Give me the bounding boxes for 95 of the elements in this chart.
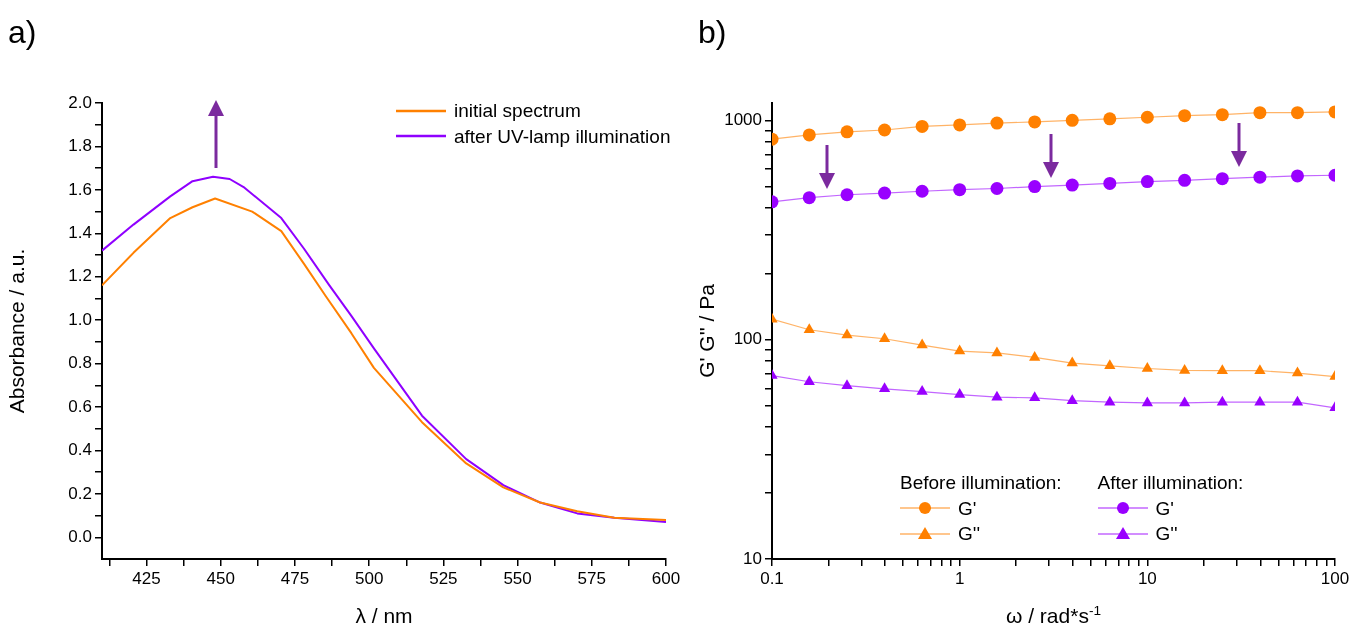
x-tick-label: 0.1 [760,568,784,588]
point [954,388,966,398]
point [1029,391,1041,402]
point [1178,363,1191,374]
x-tick-label: 550 [503,568,532,588]
y-tick-label: 100 [733,329,762,349]
point [841,379,853,389]
point [1178,396,1191,407]
point [953,118,967,132]
point [1178,109,1192,123]
y-axis-title: G' G'' / Pa [695,283,718,378]
x-tick-label: 425 [132,568,161,588]
y-tick-label: 0.4 [68,440,92,460]
y-tick-label: 0.6 [68,396,92,416]
point [1140,175,1154,189]
point [1215,172,1229,186]
point [1253,170,1267,184]
point [1066,356,1078,367]
point [990,116,1004,130]
point [1254,364,1266,374]
y-tick-label: 10 [743,548,762,568]
legend-label: initial spectrum [454,99,581,123]
point [1065,178,1079,192]
point [1066,394,1078,404]
point [1291,366,1304,377]
point [802,191,816,205]
annotation: Before illumination: [900,471,1062,495]
point [1140,110,1154,124]
x-tick-label: 1 [954,568,965,588]
x-axis-title: λ / nm [355,604,413,627]
point [841,328,853,339]
y-axis-title: Absorbance / a.u. [5,248,28,414]
point [1178,173,1192,187]
y-tick-label: 1.6 [68,179,92,199]
point [878,186,892,200]
point [1254,395,1266,406]
point [802,128,816,142]
x-tick-label: 500 [354,568,384,588]
point [915,119,929,133]
point [916,338,928,349]
legend-label: G'' [958,522,981,547]
legend-label: G' [958,496,977,521]
point [1291,395,1304,406]
point [991,390,1003,401]
y-tick-label: 1.8 [68,136,92,156]
x-tick-label: 525 [429,568,458,588]
y-tick-label: 1000 [724,110,762,130]
point [1141,396,1153,407]
point [1216,364,1228,374]
point [991,346,1003,357]
point [840,125,854,139]
annotation: After illumination: [1097,471,1244,495]
point [1029,350,1041,361]
y-tick-label: 2.0 [68,92,92,112]
y-tick-label: 0.0 [68,526,92,546]
y-tick-label: 1.0 [68,309,92,329]
x-tick-label: 475 [280,568,310,588]
x-tick-label: 10 [1137,568,1157,588]
legend-label: after UV-lamp illumination [454,124,671,149]
point [1104,359,1116,370]
legend-label: G'' [1155,522,1178,547]
point [1104,395,1116,406]
point [915,184,929,198]
y-tick-label: 1.2 [68,266,92,286]
point [953,183,967,197]
point [1215,108,1229,122]
point [878,123,892,137]
point [878,332,891,342]
chart-title: a) [8,13,37,50]
point [878,382,891,393]
chart-title: b) [698,13,727,50]
point [954,344,966,355]
point [990,182,1004,196]
x-tick-label: 450 [206,568,235,588]
point [1028,115,1042,129]
point [840,188,854,202]
point [1103,112,1117,126]
point [1290,106,1304,120]
y-tick-label: 0.8 [68,353,92,373]
x-tick-label: 575 [577,568,606,588]
point [803,323,815,333]
point [1216,395,1228,406]
y-tick-label: 1.4 [68,222,92,242]
point [1028,180,1042,194]
point [1103,176,1117,190]
point [1253,106,1267,120]
legend-label: G' [1155,496,1174,521]
point [916,385,928,395]
point [803,375,815,385]
point [1141,361,1153,372]
x-tick-label: 100 [1320,568,1350,588]
point [1290,169,1304,183]
point [1065,113,1079,127]
x-tick-label: 600 [651,568,681,588]
y-tick-label: 0.2 [68,483,92,503]
